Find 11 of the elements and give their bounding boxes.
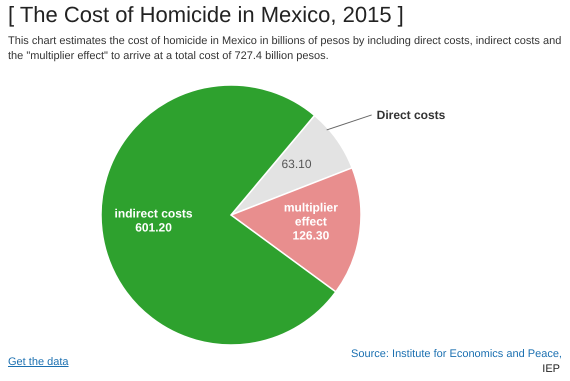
text: Get the data [8, 356, 69, 368]
data-label: 601.20 [135, 220, 172, 234]
chart-title: [ The Cost of Homicide in Mexico, 2015 ] [8, 2, 404, 28]
data-label: 63.10 [281, 157, 312, 172]
slice-label: indirect costs [114, 206, 193, 220]
slice-label: multiplier effect [284, 200, 338, 229]
chart-subtitle: This chart estimates the cost of homicide in Mexico in billions of pesos by including direct costs, indirect costs and the "multiplier effect" to arrive at a total cost of 727.4 billion pesos. [8, 34, 562, 64]
source-note: Source: Institute for Economics and Peace, [351, 348, 562, 360]
data-label: 126.30 [292, 228, 330, 243]
text: IEP [542, 363, 560, 375]
slice-label: Direct costs [376, 108, 446, 122]
